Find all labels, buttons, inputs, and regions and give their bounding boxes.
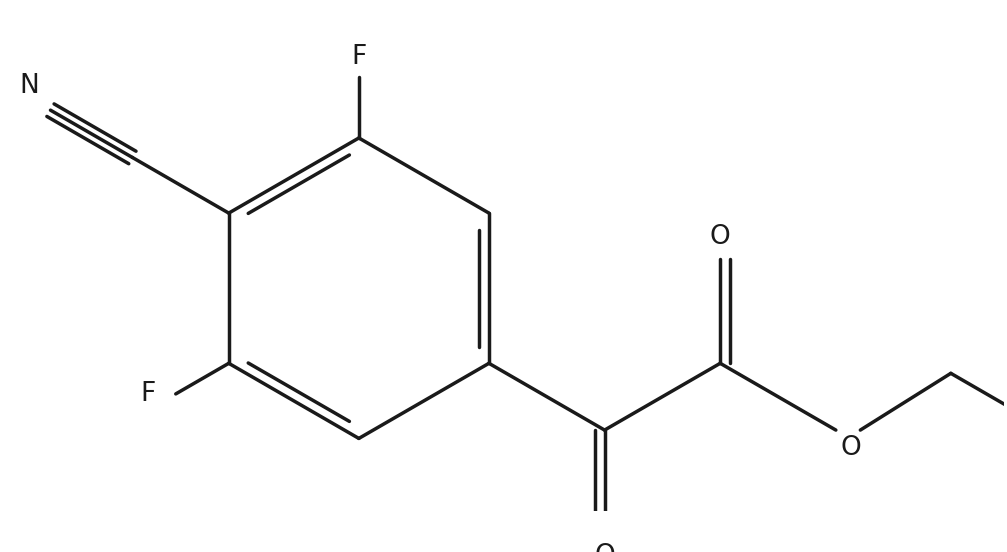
Text: O: O <box>594 544 615 552</box>
Text: F: F <box>351 44 367 70</box>
Text: F: F <box>140 381 156 407</box>
Text: O: O <box>710 224 731 250</box>
Text: O: O <box>840 434 861 460</box>
Text: N: N <box>19 73 39 99</box>
